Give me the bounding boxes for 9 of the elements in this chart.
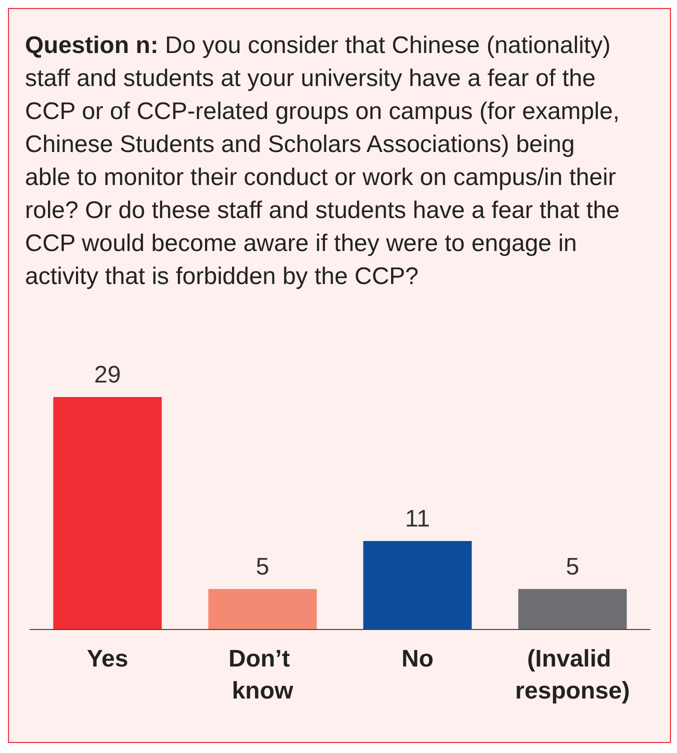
data-label: 5 bbox=[566, 554, 580, 580]
x-tick-label: (Invalid response) bbox=[515, 646, 630, 704]
x-tick-label: Don’t know bbox=[228, 646, 296, 704]
data-label: 11 bbox=[405, 506, 430, 532]
data-label: 29 bbox=[94, 362, 121, 388]
x-tick-label: No bbox=[402, 646, 434, 672]
data-label: 5 bbox=[256, 554, 270, 580]
chart-title: Question n: Do you consider that Chinese (nationality) staff and students at your university have a fear of the CCP or of CCP-related groups on campus (for example, Chinese Students and Scholars Associations) being able to monitor their conduct or work on campus/in their role? Or do these staff and students have a fear that the CCP would become aware if they were to engage in activity that is forbidden by the CCP? bbox=[25, 32, 620, 290]
x-tick-label: Yes bbox=[86, 646, 128, 672]
